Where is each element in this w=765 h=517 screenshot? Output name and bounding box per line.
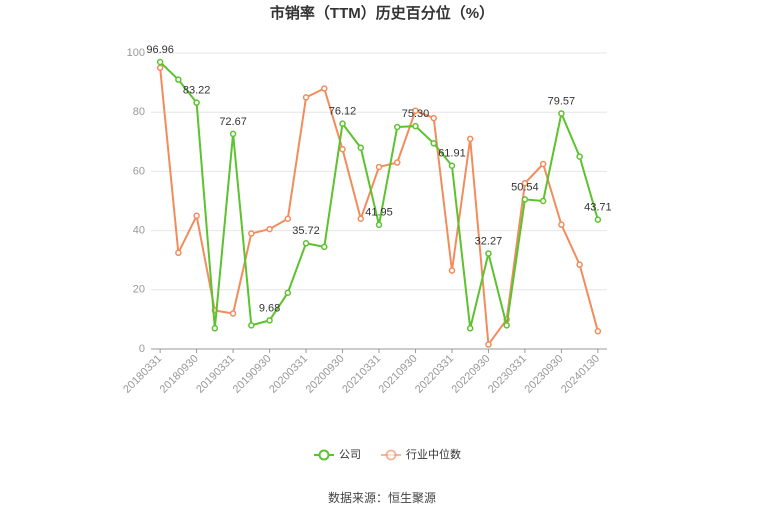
legend-marker bbox=[318, 449, 330, 461]
data-point bbox=[412, 107, 419, 114]
source-note: 数据来源：恒生聚源 bbox=[328, 490, 436, 505]
x-tick-label: 20240130 bbox=[559, 353, 602, 396]
data-label: 76.12 bbox=[329, 106, 357, 118]
data-point bbox=[266, 317, 273, 324]
data-point bbox=[375, 163, 383, 171]
series-line bbox=[159, 61, 599, 329]
data-point bbox=[156, 64, 164, 72]
data-point bbox=[321, 243, 328, 251]
x-tick-label: 20220930 bbox=[450, 353, 493, 396]
data-point bbox=[193, 99, 200, 106]
data-point bbox=[284, 215, 292, 223]
x-tick-label: 20190930 bbox=[231, 353, 274, 396]
data-point bbox=[539, 197, 547, 205]
data-point bbox=[503, 322, 510, 329]
data-point bbox=[193, 212, 200, 220]
x-tick-label: 20210930 bbox=[377, 353, 420, 396]
data-point bbox=[229, 310, 237, 317]
data-point bbox=[284, 289, 292, 297]
data-point bbox=[558, 110, 565, 117]
data-point bbox=[594, 327, 602, 335]
data-point bbox=[539, 160, 547, 168]
data-point bbox=[448, 162, 456, 169]
data-point bbox=[175, 76, 182, 83]
data-point bbox=[339, 120, 346, 127]
x-tick-label: 20210331 bbox=[340, 353, 383, 396]
data-point bbox=[466, 325, 474, 332]
data-point bbox=[248, 230, 255, 237]
data-point bbox=[430, 114, 437, 122]
data-label: 43.71 bbox=[584, 202, 612, 214]
data-point bbox=[321, 85, 328, 92]
y-tick-label: 40 bbox=[133, 225, 145, 237]
data-point bbox=[430, 140, 437, 147]
chart-title: 市销率（TTM）历史百分位（%） bbox=[270, 4, 494, 22]
data-label: 61.91 bbox=[438, 148, 466, 160]
data-point bbox=[448, 267, 456, 274]
x-tick-label: 20230331 bbox=[486, 353, 529, 396]
data-point bbox=[485, 341, 492, 348]
data-label: 83.22 bbox=[183, 85, 211, 97]
legend-marker bbox=[385, 449, 397, 461]
data-label: 50.54 bbox=[511, 181, 539, 193]
data-point bbox=[248, 322, 255, 329]
data-label: 75.30 bbox=[402, 108, 430, 120]
data-point bbox=[229, 130, 237, 138]
data-label: 32.27 bbox=[475, 235, 503, 247]
data-label: 35.72 bbox=[292, 225, 320, 237]
data-point bbox=[485, 250, 492, 257]
data-label: 41.95 bbox=[365, 207, 393, 219]
data-point bbox=[521, 196, 529, 203]
data-point bbox=[393, 159, 401, 166]
data-label: 72.67 bbox=[219, 116, 247, 128]
x-tick-label: 20230930 bbox=[522, 353, 565, 396]
data-point bbox=[211, 325, 219, 332]
data-label: 9.68 bbox=[259, 302, 280, 314]
data-point bbox=[266, 225, 273, 233]
data-point bbox=[576, 261, 583, 268]
x-tick-label: 20200930 bbox=[304, 353, 347, 396]
y-tick-label: 0 bbox=[139, 343, 145, 355]
data-point bbox=[466, 135, 474, 143]
data-label: 79.57 bbox=[548, 95, 576, 107]
x-tick-label: 20180331 bbox=[121, 353, 164, 396]
data-point bbox=[339, 145, 346, 153]
data-point bbox=[156, 58, 164, 66]
data-point bbox=[175, 249, 182, 257]
data-point bbox=[302, 240, 310, 247]
x-tick-label: 20220331 bbox=[413, 353, 456, 396]
legend-label: 公司 bbox=[339, 449, 361, 461]
data-point bbox=[357, 215, 365, 223]
x-tick-label: 20180930 bbox=[158, 353, 201, 396]
data-point bbox=[576, 153, 583, 160]
y-tick-label: 80 bbox=[133, 106, 145, 118]
y-tick-label: 60 bbox=[133, 165, 145, 177]
data-label: 96.96 bbox=[146, 44, 174, 56]
y-tick-label: 100 bbox=[127, 47, 145, 59]
data-point bbox=[521, 179, 529, 187]
y-tick-label: 20 bbox=[133, 284, 145, 296]
data-point bbox=[357, 144, 365, 151]
x-tick-label: 20200331 bbox=[267, 353, 310, 396]
data-point bbox=[393, 123, 401, 131]
data-point bbox=[594, 216, 602, 223]
data-point bbox=[558, 221, 565, 228]
data-point bbox=[412, 122, 419, 130]
x-tick-label: 20190331 bbox=[194, 353, 237, 396]
data-point bbox=[375, 221, 383, 229]
legend-label: 行业中位数 bbox=[406, 447, 461, 461]
data-point bbox=[302, 94, 310, 101]
